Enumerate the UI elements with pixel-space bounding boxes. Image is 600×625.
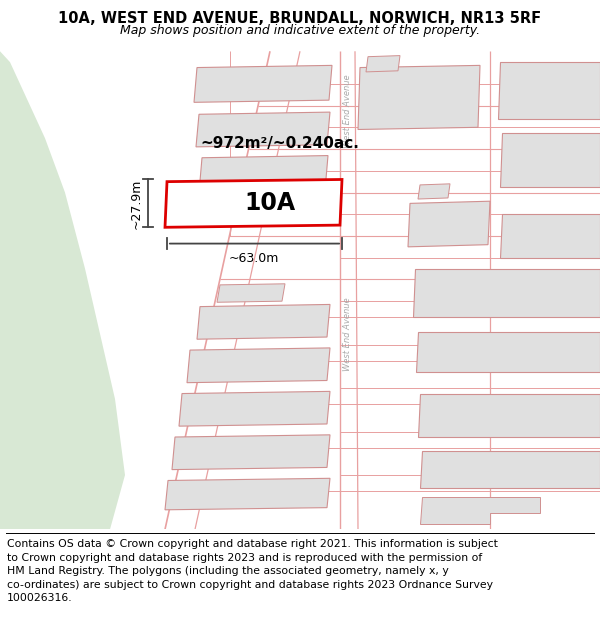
Polygon shape (416, 332, 600, 372)
Polygon shape (165, 478, 330, 510)
Polygon shape (187, 348, 330, 382)
Polygon shape (179, 391, 330, 426)
Text: Contains OS data © Crown copyright and database right 2021. This information is : Contains OS data © Crown copyright and d… (7, 539, 498, 603)
Polygon shape (358, 66, 480, 129)
Polygon shape (500, 214, 600, 258)
Polygon shape (194, 66, 332, 102)
Text: ~27.9m: ~27.9m (130, 178, 143, 229)
Polygon shape (0, 51, 125, 529)
Polygon shape (408, 201, 490, 247)
Polygon shape (366, 56, 400, 72)
Polygon shape (196, 112, 330, 147)
Polygon shape (217, 284, 285, 302)
Polygon shape (500, 132, 600, 187)
Polygon shape (165, 179, 342, 228)
Polygon shape (420, 497, 540, 524)
Text: ~63.0m: ~63.0m (229, 253, 279, 265)
Polygon shape (199, 156, 328, 192)
Polygon shape (498, 62, 600, 119)
Text: 10A, WEST END AVENUE, BRUNDALL, NORWICH, NR13 5RF: 10A, WEST END AVENUE, BRUNDALL, NORWICH,… (58, 11, 542, 26)
Polygon shape (418, 394, 600, 437)
Text: 10A: 10A (244, 191, 296, 216)
Polygon shape (413, 269, 600, 318)
Text: West End Avenue: West End Avenue (343, 297, 353, 371)
Text: West End Avenue: West End Avenue (343, 74, 352, 148)
Polygon shape (418, 184, 450, 199)
Polygon shape (420, 451, 600, 488)
Text: Map shows position and indicative extent of the property.: Map shows position and indicative extent… (120, 24, 480, 37)
Polygon shape (172, 435, 330, 469)
Text: ~972m²/~0.240ac.: ~972m²/~0.240ac. (200, 136, 359, 151)
Polygon shape (197, 304, 330, 339)
